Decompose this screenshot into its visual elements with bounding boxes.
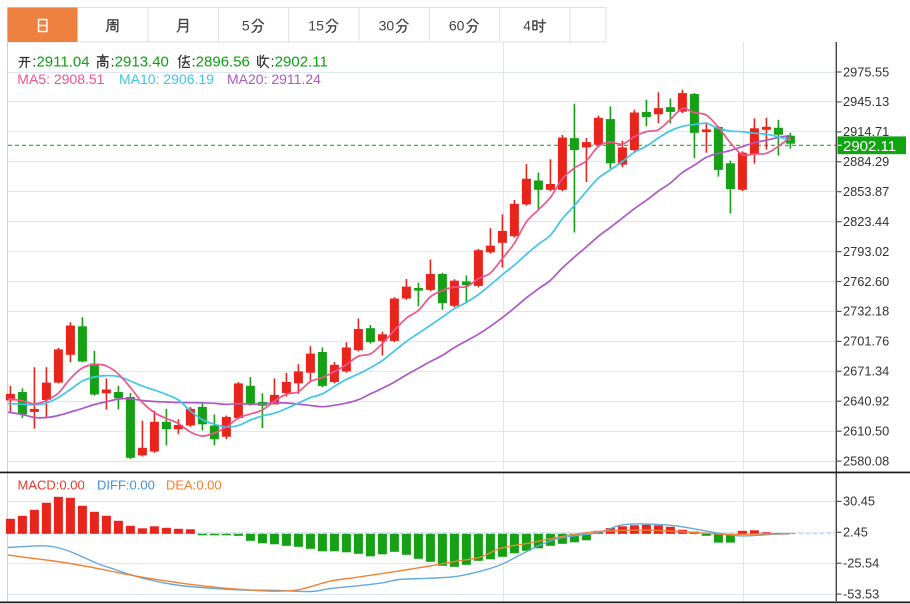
svg-text:2640.92: 2640.92 [843,394,889,409]
svg-text:-25.54: -25.54 [843,556,879,571]
svg-text:15: 15 [308,17,324,33]
svg-text:2914.71: 2914.71 [843,124,889,139]
svg-text::2896.56: :2896.56 [192,54,250,71]
svg-text:30.45: 30.45 [843,494,875,509]
svg-text:2975.55: 2975.55 [843,64,889,79]
svg-text:4: 4 [523,17,531,33]
svg-text:2793.02: 2793.02 [843,244,889,259]
svg-text::2911.04: :2911.04 [32,54,89,71]
svg-text:2945.13: 2945.13 [843,94,889,109]
svg-text:2853.87: 2853.87 [843,184,889,199]
svg-text:2701.76: 2701.76 [843,334,889,349]
svg-text:2671.34: 2671.34 [843,364,889,379]
svg-text:-53.53: -53.53 [843,586,879,601]
svg-text:2610.50: 2610.50 [843,424,889,439]
svg-text:2823.44: 2823.44 [843,214,889,229]
svg-text::2902.11: :2902.11 [271,54,328,71]
svg-text::2913.40: :2913.40 [111,54,169,71]
svg-text:2580.08: 2580.08 [843,453,889,468]
svg-text:5: 5 [242,17,250,33]
svg-text:2902.11: 2902.11 [843,138,896,155]
svg-text:2732.18: 2732.18 [843,304,889,319]
svg-text:2762.60: 2762.60 [843,274,889,289]
svg-text:2.45: 2.45 [843,525,868,540]
svg-text:30: 30 [379,17,395,33]
svg-text:60: 60 [449,17,465,33]
svg-text:2884.29: 2884.29 [843,154,889,169]
